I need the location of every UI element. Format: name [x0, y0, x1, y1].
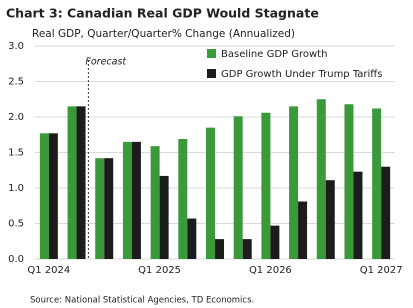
- bar: [159, 175, 169, 259]
- bar: [372, 108, 382, 259]
- y-tick-label: 2.5: [8, 77, 24, 88]
- bar: [95, 158, 105, 259]
- bar: [298, 201, 308, 259]
- bar: [233, 116, 243, 259]
- forecast-label: Forecast: [85, 57, 127, 68]
- bar: [353, 171, 363, 259]
- bar: [48, 133, 58, 259]
- x-tick-label: Q1 2025: [138, 265, 181, 276]
- bar: [122, 141, 132, 259]
- bar: [131, 141, 141, 259]
- y-tick-label: 2.0: [8, 112, 24, 123]
- bar: [76, 106, 86, 259]
- y-tick-label: 0.5: [8, 219, 24, 230]
- bar: [261, 112, 271, 260]
- bar: [344, 104, 354, 259]
- bar: [150, 146, 160, 259]
- bar: [206, 127, 215, 260]
- source-note: Source: National Statistical Agencies, T…: [30, 296, 254, 306]
- bar: [178, 139, 188, 259]
- y-tick-label: 1.5: [8, 148, 24, 159]
- bar: [39, 133, 49, 259]
- bar: [289, 106, 299, 259]
- bar: [215, 239, 224, 259]
- bar: [316, 99, 326, 259]
- bar: [381, 166, 391, 259]
- chart-subtitle: Real GDP, Quarter/Quarter% Change (Annua…: [32, 28, 295, 40]
- y-tick-label: 1.0: [8, 183, 24, 194]
- y-tick-label: 0.0: [8, 254, 24, 265]
- legend-label: GDP Growth Under Trump Tariffs: [221, 69, 382, 80]
- bar: [104, 158, 114, 259]
- legend-label: Baseline GDP Growth: [221, 49, 327, 60]
- bar: [242, 239, 252, 259]
- bar: [187, 218, 197, 259]
- legend-swatch: [207, 69, 216, 78]
- y-tick-label: 3.0: [8, 41, 24, 52]
- x-tick-label: Q1 2026: [249, 265, 292, 276]
- x-tick-label: Q1 2027: [360, 265, 403, 276]
- legend-swatch: [207, 49, 216, 58]
- chart-title: Chart 3: Canadian Real GDP Would Stagnat…: [6, 6, 319, 21]
- bar: [270, 225, 280, 259]
- bar: [325, 180, 335, 259]
- bar: [67, 106, 77, 259]
- x-tick-label: Q1 2024: [27, 265, 70, 276]
